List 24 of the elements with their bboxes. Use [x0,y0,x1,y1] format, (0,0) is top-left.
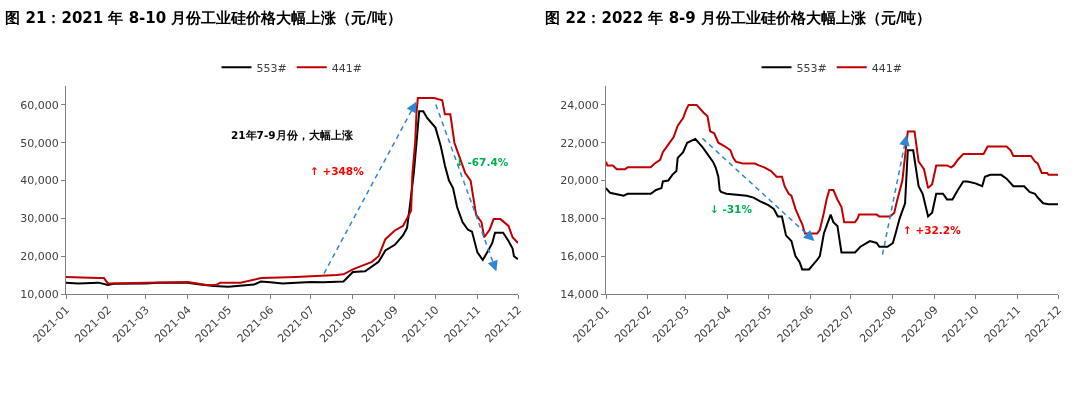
y-tick-label: 22,000 [560,136,599,150]
annotation: 21年7-9月份，大幅上涨 [231,129,354,141]
y-tick-label: 30,000 [20,212,59,226]
y-tick-label: 10,000 [20,287,59,301]
y-tick-label: 24,000 [560,98,599,112]
y-tick-label: 40,000 [20,174,59,188]
chart-title: 图 21：2021 年 8-10 月份工业硅价格大幅上涨（元/吨） [5,9,402,28]
legend-label: 441# [871,61,902,75]
chart-title: 图 22：2022 年 8-9 月份工业硅价格大幅上涨（元/吨） [545,9,932,28]
y-tick-label: 18,000 [560,212,599,226]
legend-label: 441# [331,61,362,75]
annotation: ↑ +32.2% [903,224,962,236]
y-tick-label: 20,000 [560,174,599,188]
annotation: ↓ -67.4% [455,156,509,168]
annotation: ↑ +348% [310,165,365,177]
y-tick-label: 16,000 [560,250,599,264]
y-tick-label: 50,000 [20,136,59,150]
annotation: ↓ -31% [710,203,753,215]
y-tick-label: 60,000 [20,98,59,112]
line-series [606,137,1058,271]
y-tick-label: 14,000 [560,287,599,301]
y-tick-label: 20,000 [20,250,59,264]
legend-label: 553# [796,61,827,75]
legend-label: 553# [256,61,287,75]
